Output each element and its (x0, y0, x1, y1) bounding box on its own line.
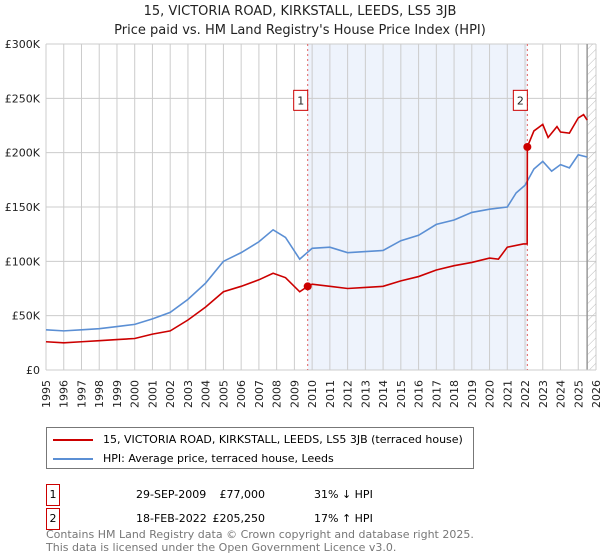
annotation-box (512, 89, 528, 111)
x-tick-label: 2014 (377, 380, 390, 408)
transaction-date: 18-FEB-2022 (136, 512, 207, 525)
x-tick-label: 2000 (129, 380, 142, 408)
x-tick-label: 2025 (572, 380, 585, 408)
x-tick-label: 1998 (93, 380, 106, 408)
x-tick-label: 2002 (164, 380, 177, 408)
x-tick-label: 2012 (342, 380, 355, 408)
x-tick-label: 2015 (395, 380, 408, 408)
x-tick-label: 2021 (501, 380, 514, 408)
x-tick-label: 2016 (413, 380, 426, 408)
x-tick-label: 2006 (235, 380, 248, 408)
chart-legend: 15, VICTORIA ROAD, KIRKSTALL, LEEDS, LS5… (46, 427, 474, 469)
legend-label-hpi: HPI: Average price, terraced house, Leed… (103, 452, 334, 465)
attribution: Contains HM Land Registry data © Crown c… (46, 528, 474, 554)
legend-label-property: 15, VICTORIA ROAD, KIRKSTALL, LEEDS, LS5… (103, 433, 463, 446)
x-tick-label: 2008 (271, 380, 284, 408)
y-tick-label: £0 (26, 364, 40, 377)
x-tick-label: 2018 (448, 380, 461, 408)
x-tick-label: 2010 (306, 380, 319, 408)
chart-subtitle: Price paid vs. HM Land Registry's House … (114, 23, 486, 38)
x-tick-label: 1997 (75, 380, 88, 408)
transaction-row: 2 18-FEB-2022 £205,250 17% ↑ HPI (46, 508, 466, 530)
transaction-number: 1 (46, 484, 60, 506)
property-series-line (45, 113, 588, 344)
x-tick-label: 2023 (537, 380, 550, 408)
x-tick-label: 2019 (466, 380, 479, 408)
x-tick-label: 2020 (484, 380, 497, 408)
transaction-row: 1 29-SEP-2009 £77,000 31% ↓ HPI (46, 484, 466, 506)
x-tick-label: 2001 (146, 380, 159, 408)
transaction-number: 2 (46, 508, 60, 530)
x-tick-label: 2017 (430, 380, 443, 408)
transaction-price: £77,000 (219, 488, 266, 501)
line-chart: 1995 1996 1997 1998 1999 2000 2001 2002 2003 2004… (5, 38, 600, 408)
legend-swatch-hpi (53, 457, 93, 460)
x-tick-label: 2011 (324, 380, 337, 408)
x-tick-label: 2013 (359, 380, 372, 408)
forecast-hatch (587, 44, 596, 370)
y-tick-label: £250K (5, 92, 41, 105)
y-tick-label: £200K (5, 147, 41, 160)
attribution-line-1: Contains HM Land Registry data © Crown c… (46, 528, 474, 541)
x-tick-label: 2026 (590, 380, 600, 408)
sale-point (523, 142, 532, 151)
x-tick-label: 2009 (288, 380, 301, 408)
y-tick-label: £150K (5, 201, 41, 214)
transaction-hpi-diff: 17% ↑ HPI (314, 512, 373, 525)
hpi-series-line (45, 153, 588, 332)
y-tick-label: £50K (12, 310, 41, 323)
x-tick-label: 1995 (40, 380, 53, 408)
transaction-hpi-diff: 31% ↓ HPI (314, 488, 373, 501)
y-tick-label: £100K (5, 255, 41, 268)
x-tick-label: 2024 (555, 380, 568, 408)
attribution-line-2: This data is licensed under the Open Gov… (46, 541, 397, 554)
annotation-label: 2 (517, 94, 524, 107)
y-tick-label: £300K (5, 38, 41, 51)
annotation-box (293, 89, 309, 111)
transaction-date: 29-SEP-2009 (136, 488, 207, 501)
x-tick-label: 2003 (182, 380, 195, 408)
annotation-label: 1 (297, 94, 304, 107)
transaction-price: £205,250 (212, 512, 266, 525)
sale-point (303, 282, 312, 291)
legend-swatch-property (53, 438, 93, 441)
x-tick-label: 2004 (200, 380, 213, 408)
x-tick-label: 1999 (111, 380, 124, 408)
x-tick-label: 1996 (58, 380, 71, 408)
chart-title: 15, VICTORIA ROAD, KIRKSTALL, LEEDS, LS5… (143, 4, 457, 19)
x-tick-label: 2022 (519, 380, 532, 408)
x-tick-label: 2005 (217, 380, 230, 408)
x-tick-label: 2007 (253, 380, 266, 408)
